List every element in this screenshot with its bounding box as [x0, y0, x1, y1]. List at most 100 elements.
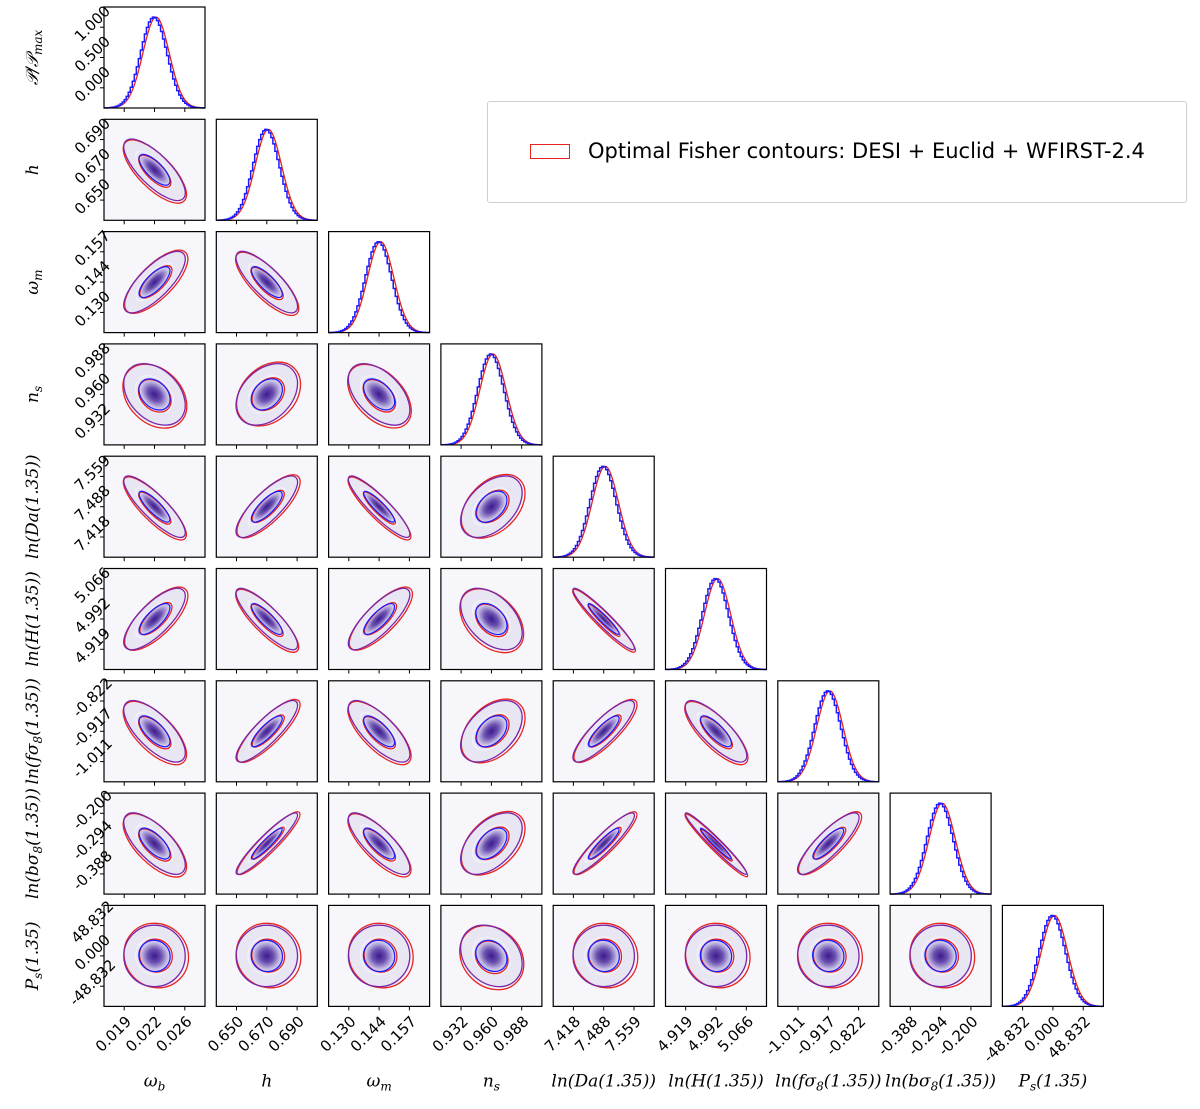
panel-lnH-h — [215, 567, 318, 674]
mcmc-1sigma — [250, 490, 283, 523]
density-core — [247, 375, 287, 414]
density-core — [135, 712, 174, 751]
mcmc-1sigma — [250, 827, 283, 860]
panel-lnH-lnDa — [552, 567, 655, 674]
mcmc-2sigma — [347, 363, 411, 426]
fisher-2sigma — [122, 363, 188, 429]
ylabel-lnbs8: ln(bσ8(1.35)) — [23, 788, 45, 899]
mcmc-1sigma — [250, 602, 283, 636]
density-core — [247, 599, 286, 639]
legend: Optimal Fisher contours: DESI + Euclid +… — [487, 101, 1187, 203]
density-core — [472, 824, 511, 863]
density-core — [135, 150, 174, 189]
mcmc-2sigma — [235, 363, 299, 426]
fisher-2sigma — [235, 922, 302, 989]
mcmc-2sigma — [796, 924, 860, 988]
mcmc-2sigma — [684, 812, 748, 875]
mcmc-1sigma — [812, 827, 845, 860]
density-core — [584, 824, 623, 863]
panel-wm-wb — [100, 231, 206, 337]
mcmc-marginal — [328, 240, 430, 334]
mcmc-2sigma — [123, 363, 186, 426]
density-core — [584, 936, 624, 976]
mcmc-1sigma — [250, 939, 284, 973]
mcmc-1sigma — [250, 266, 283, 299]
panel-Ps-wb — [100, 904, 206, 1011]
panel-ns-wb — [100, 343, 206, 449]
mcmc-marginal — [216, 128, 318, 221]
mcmc-1sigma — [362, 378, 396, 411]
mcmc-1sigma — [587, 603, 620, 635]
mcmc-2sigma — [123, 475, 186, 539]
mcmc-2sigma — [347, 699, 411, 763]
mcmc-1sigma — [587, 827, 620, 860]
panel-lnfs8-lnfs8 — [777, 680, 880, 786]
mcmc-marginal — [104, 16, 205, 109]
mcmc-1sigma — [138, 153, 171, 186]
panel-lnbs8-lnfs8 — [777, 792, 880, 899]
panel-h-h — [215, 118, 318, 225]
mcmc-1sigma — [924, 939, 957, 973]
mcmc-1sigma — [363, 827, 396, 860]
panel-lnDa-wm — [328, 455, 431, 562]
xlabel-wm: ωm — [366, 1071, 391, 1093]
panel-ns-h — [215, 343, 318, 449]
mcmc-1sigma — [138, 490, 171, 523]
mcmc-2sigma — [123, 924, 186, 988]
density-core — [247, 487, 286, 526]
mcmc-2sigma — [235, 475, 299, 539]
panel-lnH-lnH — [664, 567, 768, 674]
panel-lnfs8-wb — [100, 680, 206, 786]
density-core — [135, 375, 174, 414]
mcmc-2sigma — [460, 587, 523, 651]
mcmc-2sigma — [123, 138, 186, 202]
fisher-2sigma — [347, 363, 412, 429]
density-core — [809, 824, 848, 863]
mcmc-1sigma — [138, 602, 171, 636]
xlabel-lnbs8: ln(bσ8(1.35)) — [885, 1071, 996, 1093]
mcmc-1sigma — [587, 939, 620, 973]
panel-lnbs8-wm — [328, 792, 431, 899]
mcmc-2sigma — [684, 924, 748, 988]
panel-lnDa-ns — [440, 455, 543, 562]
mcmc-2sigma — [796, 812, 860, 875]
density-core — [247, 936, 287, 976]
mcmc-2sigma — [572, 699, 636, 763]
density-core — [808, 936, 848, 976]
mcmc-2sigma — [347, 587, 411, 651]
density-core — [696, 936, 736, 976]
panel-lnDa-lnDa — [552, 455, 655, 562]
ylabel-ns: ns — [23, 386, 45, 403]
mcmc-marginal — [777, 690, 879, 783]
density-core — [359, 712, 399, 751]
mcmc-2sigma — [460, 812, 523, 875]
fisher-2sigma — [123, 922, 190, 989]
xlabel-lnH: ln(H(1.35)) — [668, 1071, 764, 1091]
mcmc-1sigma — [475, 715, 508, 748]
panel-Ps-wm — [328, 904, 431, 1011]
panel-lnDa-h — [215, 455, 318, 562]
mcmc-2sigma — [235, 587, 299, 651]
mcmc-1sigma — [363, 490, 396, 523]
mcmc-1sigma — [587, 715, 620, 748]
mcmc-1sigma — [363, 602, 396, 636]
density-core — [921, 936, 960, 976]
panel-lnfs8-h — [215, 680, 318, 786]
panel-wm-h — [215, 231, 318, 337]
mcmc-2sigma — [235, 924, 299, 988]
mcmc-2sigma — [347, 924, 411, 988]
fisher-2sigma — [235, 361, 302, 427]
xlabel-Ps: Ps(1.35) — [1018, 1071, 1088, 1093]
legend-label: Optimal Fisher contours: DESI + Euclid +… — [588, 139, 1145, 163]
density-core — [135, 936, 174, 976]
density-core — [359, 375, 399, 414]
fisher-2sigma — [909, 922, 976, 989]
panel-Ps-lnDa — [552, 904, 655, 1011]
mcmc-1sigma — [138, 939, 171, 973]
panel-Ps-ns — [440, 904, 543, 1011]
mcmc-2sigma — [123, 250, 186, 314]
mcmc-1sigma — [812, 939, 845, 973]
xlabel-ns: ns — [483, 1071, 500, 1093]
density-core — [359, 599, 399, 639]
